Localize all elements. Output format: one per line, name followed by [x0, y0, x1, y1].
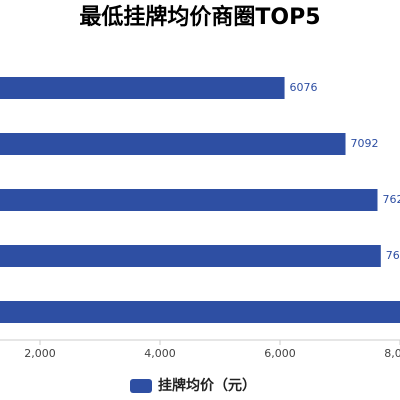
- value-label: 6076: [290, 81, 318, 94]
- x-tick-label: 6,000: [264, 347, 296, 360]
- x-tick-label: 8,000: [384, 347, 400, 360]
- bar: [0, 189, 378, 211]
- value-label: 7625: [383, 193, 400, 206]
- bar: [0, 301, 400, 323]
- value-label: 7680: [386, 249, 400, 262]
- x-tick-label: 4,000: [144, 347, 176, 360]
- bar: [0, 133, 346, 155]
- bar: [0, 245, 381, 267]
- value-label: 7092: [351, 137, 379, 150]
- chart-title: 最低挂牌均价商圈TOP5: [79, 4, 320, 30]
- x-tick-label: 2,000: [24, 347, 56, 360]
- bar: [0, 77, 285, 99]
- legend-swatch: [130, 379, 152, 393]
- legend-label: 挂牌均价（元）: [158, 377, 256, 394]
